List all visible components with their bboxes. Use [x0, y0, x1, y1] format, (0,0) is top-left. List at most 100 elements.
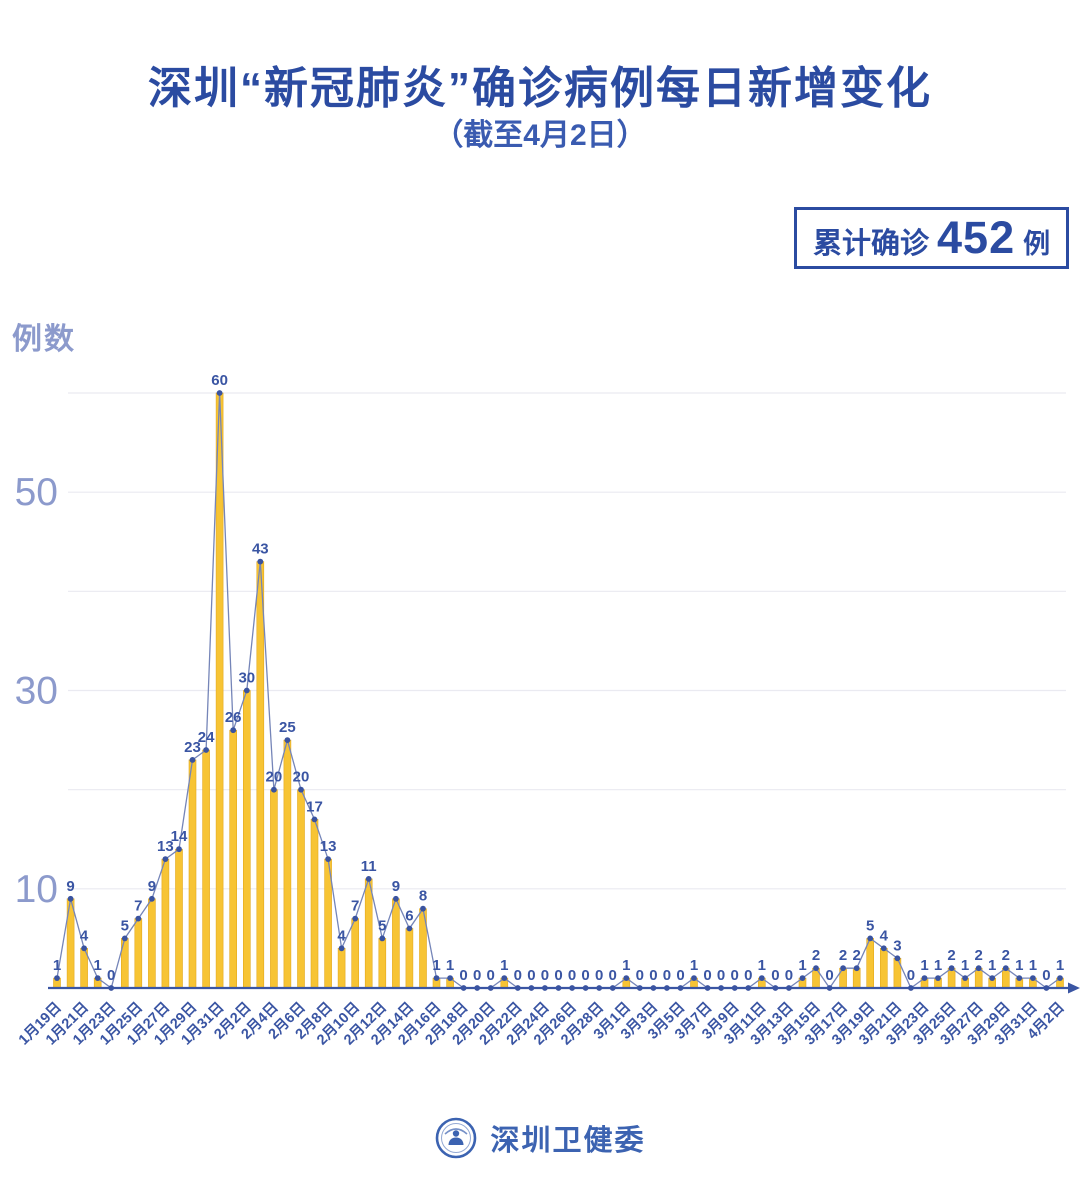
- value-label: 20: [266, 769, 283, 786]
- value-label: 17: [306, 798, 323, 815]
- data-point: [691, 975, 697, 981]
- footer: 深圳卫健委: [0, 1108, 1080, 1168]
- data-point: [311, 816, 318, 823]
- data-point: [189, 757, 196, 763]
- x-axis: [48, 982, 1080, 994]
- value-label: 1: [53, 957, 61, 974]
- bar: [215, 392, 224, 989]
- value-label: 0: [514, 967, 522, 984]
- data-point: [894, 955, 901, 962]
- value-label: 0: [568, 967, 576, 984]
- value-label: 2: [812, 947, 820, 964]
- bar: [1001, 967, 1010, 989]
- bar: [310, 819, 319, 989]
- value-label: 1: [94, 957, 102, 974]
- value-label: 0: [609, 967, 617, 984]
- data-point: [501, 975, 508, 981]
- data-point: [406, 925, 413, 932]
- value-label: 0: [825, 967, 833, 984]
- value-label: 23: [184, 739, 201, 756]
- data-point: [271, 786, 277, 793]
- value-label: 1: [988, 957, 996, 974]
- value-label: 0: [676, 967, 684, 984]
- value-label: 0: [595, 967, 603, 984]
- value-label: 1: [961, 957, 969, 974]
- bar: [297, 789, 305, 989]
- value-label: 14: [171, 828, 188, 845]
- data-point: [948, 965, 955, 972]
- value-label: 0: [581, 967, 589, 984]
- value-label: 24: [198, 729, 215, 746]
- bar: [256, 561, 265, 989]
- data-point: [921, 975, 928, 981]
- data-point: [962, 975, 968, 981]
- value-label: 0: [771, 967, 779, 984]
- data-point: [149, 895, 155, 902]
- bar: [148, 898, 156, 989]
- data-point: [298, 786, 304, 793]
- value-label: 1: [1015, 957, 1023, 974]
- bar: [364, 878, 373, 989]
- data-point: [799, 975, 806, 981]
- data-point: [623, 975, 630, 981]
- value-label: 0: [473, 967, 481, 984]
- data-point: [1002, 965, 1009, 972]
- bar: [866, 938, 875, 989]
- page-title: 深圳“新冠肺炎”确诊病例每日新增变化: [148, 64, 932, 113]
- bar: [378, 938, 387, 989]
- data-point: [1057, 975, 1063, 981]
- value-label: 13: [157, 838, 174, 855]
- value-label: 0: [107, 967, 115, 984]
- value-label: 9: [392, 878, 400, 895]
- value-label: 0: [649, 967, 657, 984]
- value-label: 5: [121, 917, 129, 934]
- y-axis-title: 例数: [12, 323, 76, 356]
- data-point: [867, 935, 874, 942]
- value-label: 2: [975, 947, 983, 964]
- value-label: 1: [622, 957, 630, 974]
- value-label: 0: [541, 967, 549, 984]
- value-label: 2: [1002, 947, 1010, 964]
- data-point: [433, 975, 440, 981]
- data-point: [365, 876, 372, 882]
- y-tick-label: 30: [15, 670, 58, 713]
- data-point: [393, 895, 399, 902]
- data-point: [379, 935, 386, 942]
- value-labels: 1941057913142324602630432025201713471159…: [53, 372, 1064, 984]
- x-axis-arrow-icon: [1068, 982, 1080, 994]
- data-point: [758, 975, 765, 981]
- gridlines: [68, 392, 1066, 890]
- bar: [351, 918, 360, 989]
- data-point: [975, 965, 982, 972]
- bar: [270, 789, 278, 989]
- bar: [202, 749, 210, 989]
- data-point: [67, 895, 74, 902]
- value-label: 9: [148, 878, 156, 895]
- value-label: 0: [459, 967, 467, 984]
- shenzhen-health-commission-logo-icon: [436, 1117, 477, 1159]
- value-label: 20: [293, 769, 310, 786]
- bar: [405, 928, 414, 989]
- bar: [392, 898, 400, 989]
- data-point: [216, 390, 223, 396]
- data-point: [284, 737, 291, 743]
- bar: [161, 858, 170, 989]
- data-point: [257, 558, 264, 565]
- value-label: 1: [500, 957, 508, 974]
- x-tick-labels: 1月19日1月21日1月23日1月25日1月27日1月29日1月31日2月2日2…: [15, 999, 1068, 1049]
- value-label: 26: [225, 709, 242, 726]
- data-point: [94, 975, 101, 981]
- data-point: [840, 965, 846, 972]
- y-tick-label: 10: [15, 868, 58, 911]
- value-label: 6: [405, 908, 413, 925]
- data-point: [853, 965, 860, 972]
- data-point: [352, 915, 359, 922]
- bar: [337, 947, 346, 989]
- data-point: [81, 945, 87, 952]
- data-point: [338, 945, 345, 952]
- bar: [974, 967, 983, 989]
- value-label: 11: [361, 858, 377, 875]
- value-label: 0: [785, 967, 793, 984]
- data-point: [1016, 975, 1023, 981]
- value-label: 0: [636, 967, 644, 984]
